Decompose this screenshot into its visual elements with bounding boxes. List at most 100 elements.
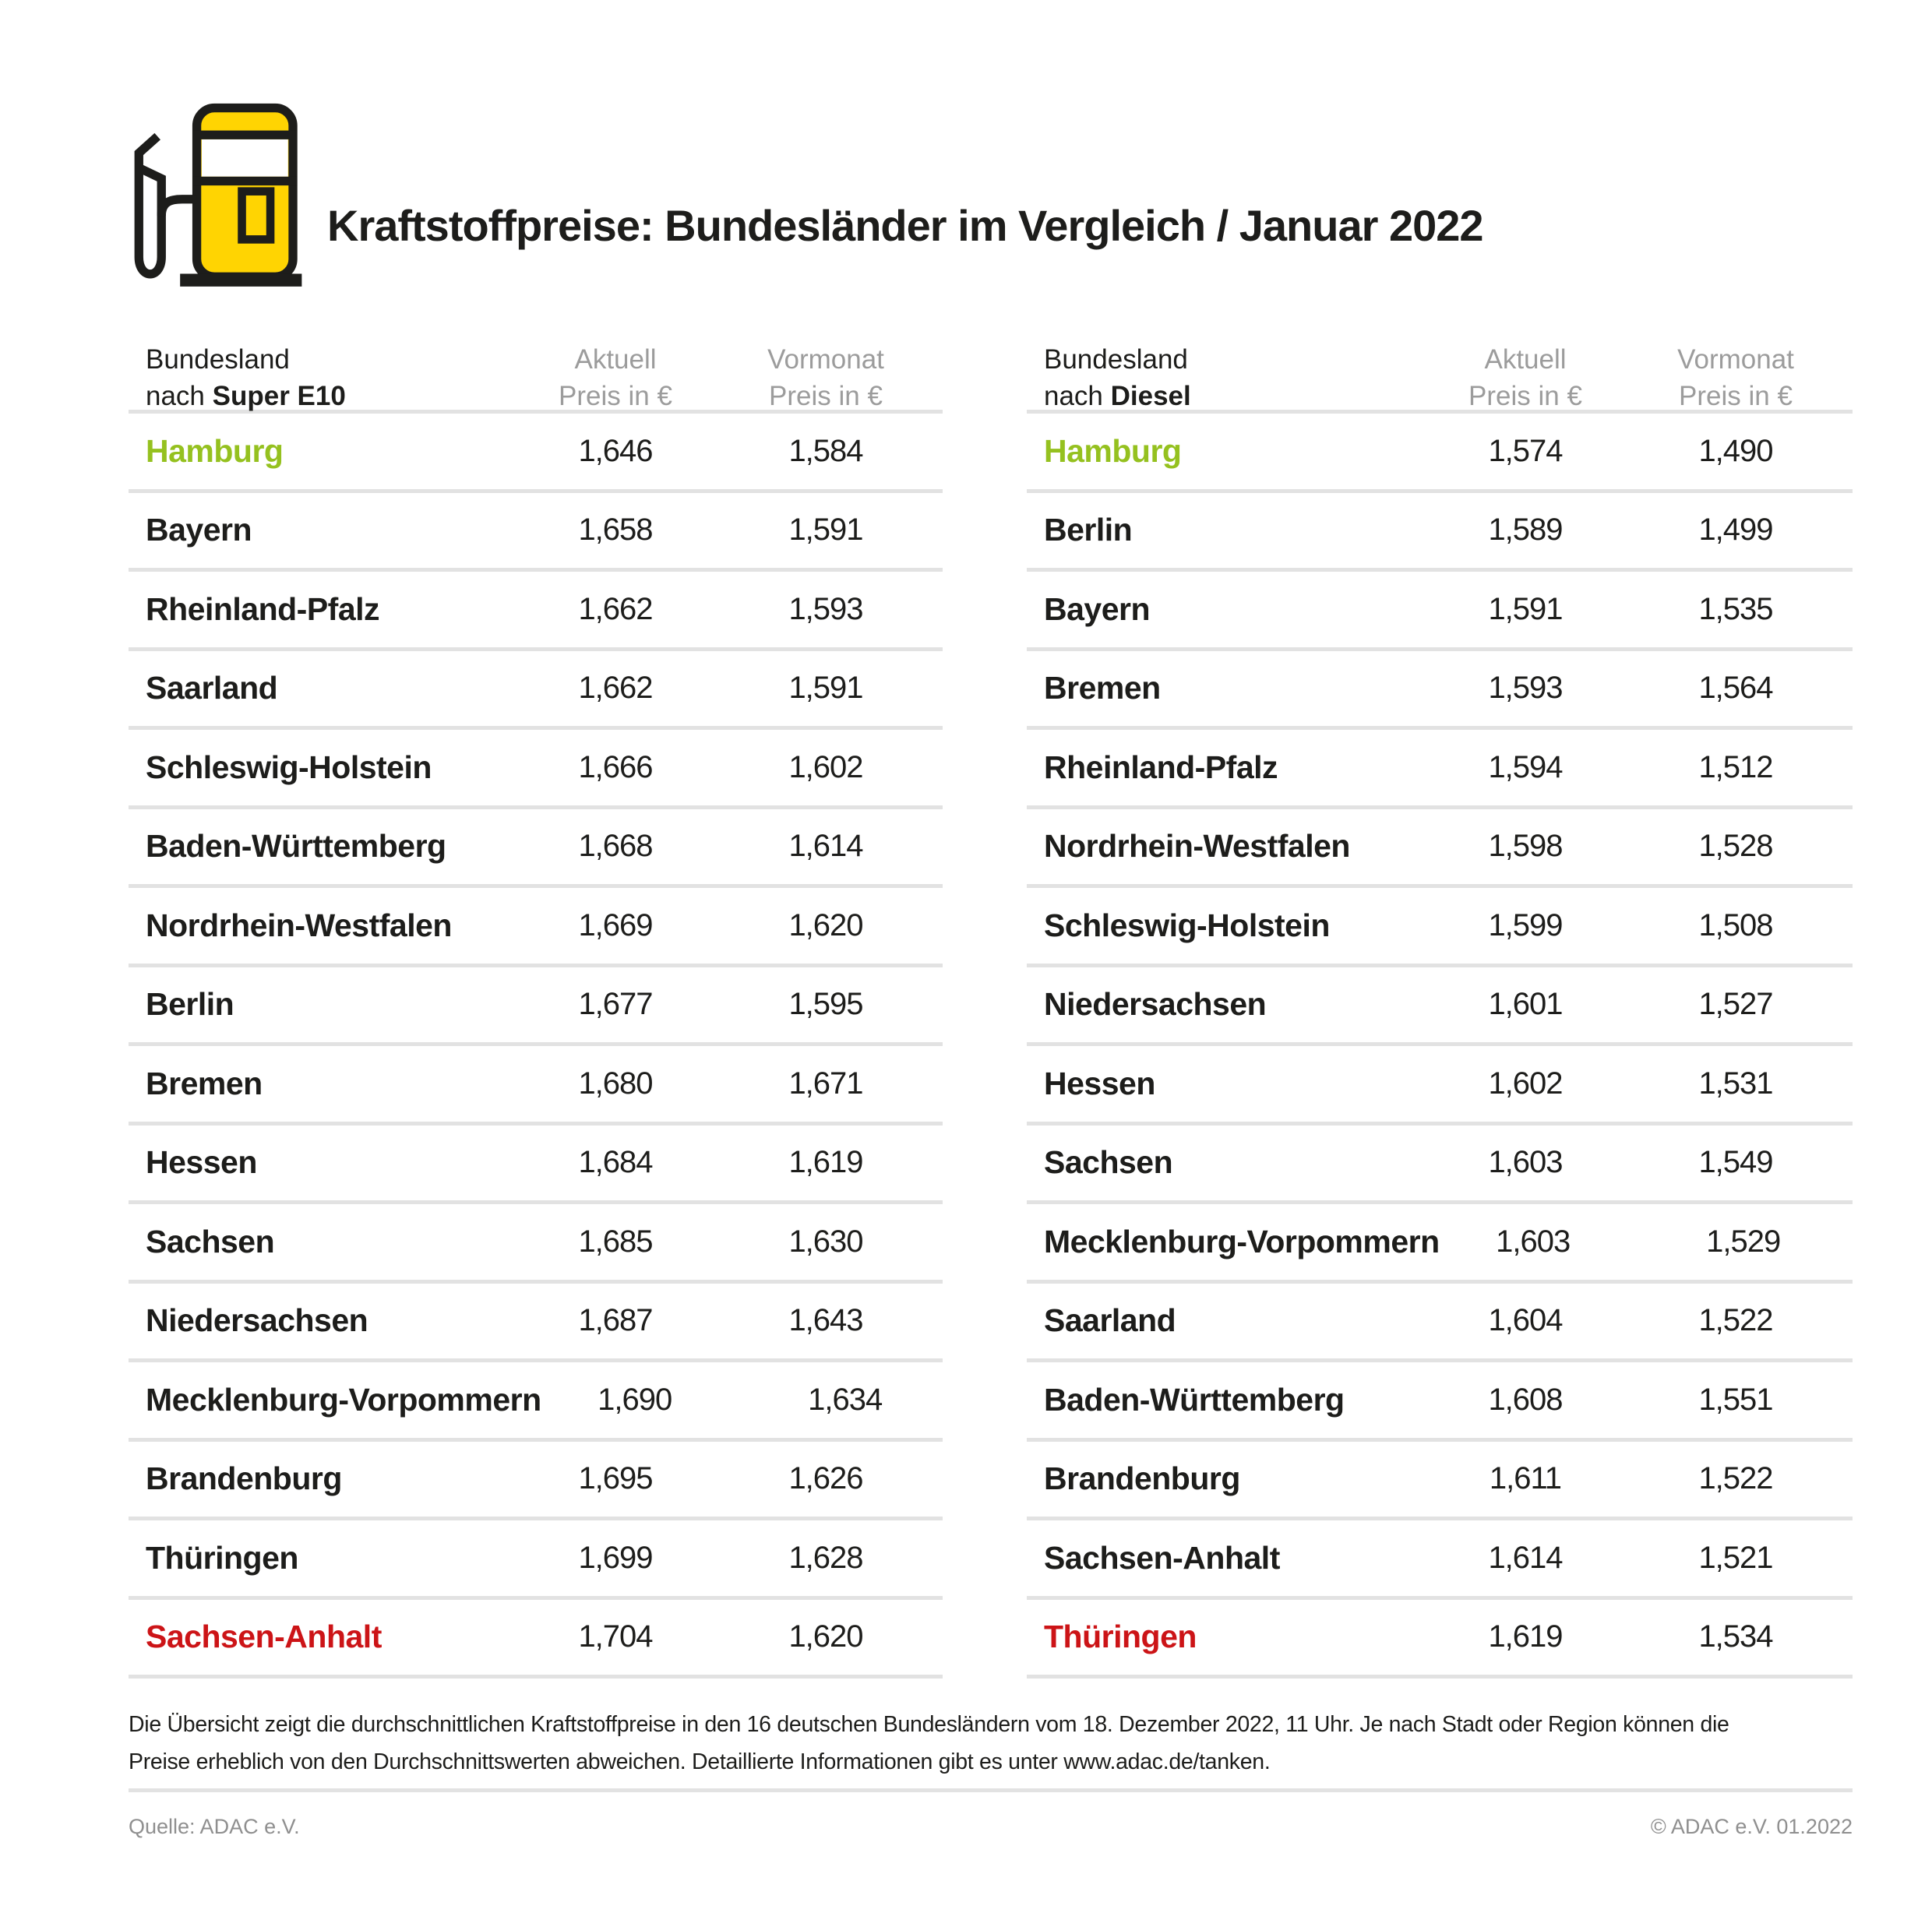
current-price: 1,684 bbox=[578, 1145, 653, 1180]
table-row: Niedersachsen 1,601 1,527 bbox=[1027, 967, 1853, 1046]
current-price: 1,680 bbox=[578, 1066, 653, 1101]
state-name: Thüringen bbox=[1044, 1619, 1197, 1655]
current-price: 1,598 bbox=[1488, 829, 1563, 864]
current-price: 1,593 bbox=[1488, 671, 1563, 706]
page-title: Kraftstoffpreise: Bundesländer im Vergle… bbox=[327, 201, 1484, 250]
header-vormonat-label: Vormonat bbox=[1677, 344, 1794, 375]
state-name: Niedersachsen bbox=[146, 1302, 368, 1339]
header-aktuell-unit: Preis in € bbox=[559, 381, 672, 411]
state-name: Berlin bbox=[1044, 512, 1133, 548]
state-name: Brandenburg bbox=[146, 1460, 342, 1497]
table-row: Sachsen 1,603 1,549 bbox=[1027, 1126, 1853, 1204]
table-row: Sachsen-Anhalt 1,704 1,620 bbox=[129, 1600, 943, 1679]
previous-price: 1,595 bbox=[788, 987, 863, 1022]
current-price: 1,574 bbox=[1488, 433, 1563, 468]
table-row: Hessen 1,602 1,531 bbox=[1027, 1046, 1853, 1126]
header-aktuell-label: Aktuell bbox=[1484, 344, 1567, 375]
previous-price: 1,643 bbox=[788, 1303, 863, 1338]
column-header-aktuell: Aktuell Preis in € bbox=[1432, 341, 1619, 414]
state-name: Bayern bbox=[1044, 590, 1151, 627]
previous-price: 1,591 bbox=[788, 513, 863, 548]
state-name: Mecklenburg-Vorpommern bbox=[1044, 1223, 1440, 1259]
table-row: Berlin 1,589 1,499 bbox=[1027, 493, 1853, 572]
column-header-aktuell: Aktuell Preis in € bbox=[522, 341, 709, 414]
state-name: Bayern bbox=[146, 512, 252, 548]
table-row: Mecklenburg-Vorpommern 1,603 1,529 bbox=[1027, 1204, 1853, 1284]
column-header-vormonat: Vormonat Preis in € bbox=[1619, 341, 1853, 414]
table-row: Thüringen 1,699 1,628 bbox=[129, 1520, 943, 1600]
header-nach-label: nach bbox=[1044, 381, 1111, 411]
table-row: Nordrhein-Westfalen 1,669 1,620 bbox=[129, 888, 943, 967]
header-fuel-line: nach Super E10 bbox=[146, 378, 522, 414]
state-name: Saarland bbox=[146, 670, 278, 706]
header-nach-label: nach bbox=[146, 381, 213, 411]
fuel-pump-icon bbox=[115, 98, 312, 302]
fuel-type-label: Super E10 bbox=[212, 381, 346, 411]
current-price: 1,591 bbox=[1488, 591, 1563, 626]
source-label: Quelle: ADAC e.V. bbox=[129, 1815, 300, 1838]
table-row: Hamburg 1,574 1,490 bbox=[1027, 414, 1853, 493]
previous-price: 1,614 bbox=[788, 829, 863, 864]
table-diesel: Bundesland nach Diesel Aktuell Preis in … bbox=[1027, 341, 1853, 1679]
state-name: Schleswig-Holstein bbox=[146, 749, 432, 785]
current-price: 1,646 bbox=[578, 433, 653, 468]
state-name: Thüringen bbox=[146, 1539, 298, 1576]
previous-price: 1,521 bbox=[1698, 1540, 1773, 1575]
previous-price: 1,522 bbox=[1698, 1461, 1773, 1496]
column-header-vormonat: Vormonat Preis in € bbox=[709, 341, 943, 414]
current-price: 1,608 bbox=[1488, 1382, 1563, 1417]
state-name: Sachsen-Anhalt bbox=[1044, 1539, 1280, 1576]
current-price: 1,603 bbox=[1496, 1224, 1571, 1259]
state-name: Baden-Württemberg bbox=[1044, 1381, 1345, 1418]
header-aktuell-unit: Preis in € bbox=[1468, 381, 1582, 411]
previous-price: 1,522 bbox=[1698, 1303, 1773, 1338]
table-row: Sachsen 1,685 1,630 bbox=[129, 1204, 943, 1284]
table-body: Hamburg 1,646 1,584 Bayern 1,658 1,591 Rheinla… bbox=[129, 414, 943, 1679]
previous-price: 1,527 bbox=[1698, 987, 1773, 1022]
current-price: 1,603 bbox=[1488, 1145, 1563, 1180]
table-row: Saarland 1,604 1,522 bbox=[1027, 1284, 1853, 1362]
previous-price: 1,531 bbox=[1698, 1066, 1773, 1101]
table-row: Mecklenburg-Vorpommern 1,690 1,634 bbox=[129, 1362, 943, 1442]
state-name: Niedersachsen bbox=[1044, 986, 1267, 1023]
previous-price: 1,508 bbox=[1698, 907, 1773, 942]
previous-price: 1,512 bbox=[1698, 749, 1773, 784]
current-price: 1,699 bbox=[578, 1540, 653, 1575]
current-price: 1,662 bbox=[578, 591, 653, 626]
state-name: Hessen bbox=[146, 1144, 257, 1181]
state-name: Rheinland-Pfalz bbox=[1044, 749, 1278, 785]
copyright-label: © ADAC e.V. 01.2022 bbox=[1650, 1815, 1853, 1838]
table-row: Thüringen 1,619 1,534 bbox=[1027, 1600, 1853, 1679]
current-price: 1,669 bbox=[578, 907, 653, 942]
state-name: Nordrhein-Westfalen bbox=[1044, 828, 1350, 865]
current-price: 1,677 bbox=[578, 987, 653, 1022]
table-row: Bremen 1,680 1,671 bbox=[129, 1046, 943, 1126]
column-header-bundesland: Bundesland nach Diesel bbox=[1044, 341, 1432, 414]
column-header-bundesland: Bundesland nach Super E10 bbox=[146, 341, 522, 414]
table-row: Brandenburg 1,695 1,626 bbox=[129, 1442, 943, 1520]
state-name: Rheinland-Pfalz bbox=[146, 590, 380, 627]
table-row: Sachsen-Anhalt 1,614 1,521 bbox=[1027, 1520, 1853, 1600]
previous-price: 1,602 bbox=[788, 749, 863, 784]
table-row: Nordrhein-Westfalen 1,598 1,528 bbox=[1027, 809, 1853, 888]
previous-price: 1,529 bbox=[1706, 1224, 1781, 1259]
previous-price: 1,628 bbox=[788, 1540, 863, 1575]
previous-price: 1,551 bbox=[1698, 1382, 1773, 1417]
table-row: Berlin 1,677 1,595 bbox=[129, 967, 943, 1046]
footnote: Die Übersicht zeigt die durchschnittlich… bbox=[129, 1706, 1729, 1781]
state-name: Nordrhein-Westfalen bbox=[146, 907, 452, 943]
current-price: 1,599 bbox=[1488, 907, 1563, 942]
state-name: Hamburg bbox=[1044, 432, 1182, 469]
state-name: Bremen bbox=[146, 1065, 263, 1101]
state-name: Baden-Württemberg bbox=[146, 828, 446, 865]
table-row: Brandenburg 1,611 1,522 bbox=[1027, 1442, 1853, 1520]
footnote-line-1: Die Übersicht zeigt die durchschnittlich… bbox=[129, 1712, 1729, 1737]
table-row: Hamburg 1,646 1,584 bbox=[129, 414, 943, 493]
table-body: Hamburg 1,574 1,490 Berlin 1,589 1,499 Bayern 1… bbox=[1027, 414, 1853, 1679]
header-vormonat-label: Vormonat bbox=[767, 344, 884, 375]
state-name: Sachsen-Anhalt bbox=[146, 1619, 382, 1655]
current-price: 1,668 bbox=[578, 829, 653, 864]
state-name: Bremen bbox=[1044, 670, 1161, 706]
state-name: Hamburg bbox=[146, 432, 284, 469]
